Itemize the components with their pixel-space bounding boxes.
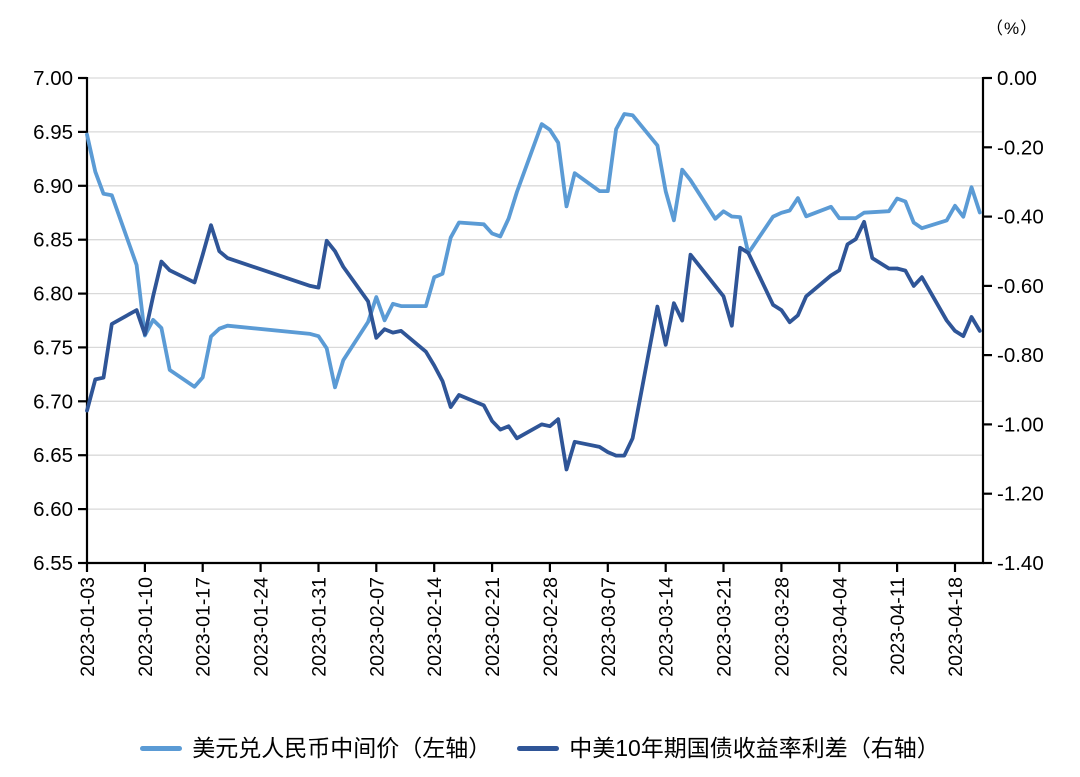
right-axis-tick-label: -1.00 (997, 413, 1044, 436)
series-line-1 (85, 219, 982, 472)
left-axis-tick-label: 6.90 (33, 175, 73, 198)
x-axis-tick-label: 2023-02-14 (424, 577, 446, 677)
right-axis-unit-label: （%） (986, 19, 1039, 38)
right-axis-tick-label: -1.20 (997, 483, 1044, 506)
left-axis-tick-label: 6.85 (33, 229, 73, 252)
x-axis-tick-label: 2023-03-28 (771, 577, 793, 677)
x-axis-tick-label: 2023-01-10 (135, 577, 157, 677)
x-axis-tick-label: 2023-01-17 (193, 577, 215, 677)
legend-label-1: 中美10年期国债收益率利差（右轴） (569, 734, 940, 761)
right-axis-tick-label: -0.40 (997, 206, 1044, 229)
left-axis-tick-label: 6.70 (33, 390, 73, 413)
right-axis-tick-label: -0.80 (997, 344, 1044, 367)
x-axis-tick-label: 2023-02-21 (482, 577, 504, 677)
x-axis-tick-label: 2023-04-04 (829, 577, 851, 677)
x-axis-tick-label: 2023-01-03 (77, 577, 99, 677)
left-axis-tick-label: 7.00 (33, 67, 73, 90)
right-axis-tick-label: -1.40 (997, 552, 1044, 575)
x-axis-tick-label: 2023-03-21 (714, 577, 736, 677)
legend-label-0: 美元兑人民币中间价（左轴） (192, 734, 492, 761)
x-axis-tick-label: 2023-01-24 (251, 577, 273, 677)
x-axis-tick-label: 2023-01-31 (309, 577, 331, 677)
x-axis-tick-label: 2023-02-07 (366, 577, 388, 677)
x-axis-tick-label: 2023-04-11 (887, 577, 909, 675)
left-axis-tick-label: 6.60 (33, 498, 73, 521)
x-axis-tick-label: 2023-03-14 (656, 577, 678, 677)
legend-item-0: 美元兑人民币中间价（左轴） (140, 734, 492, 761)
right-axis-tick-label: -0.60 (997, 275, 1044, 298)
left-axis-tick-label: 6.65 (33, 444, 73, 467)
x-axis-tick-label: 2023-04-18 (945, 577, 967, 677)
left-axis-tick-label: 6.80 (33, 283, 73, 306)
series-line-0 (85, 112, 982, 390)
legend-swatch-0 (140, 745, 183, 751)
right-axis-tick-label: -0.20 (997, 136, 1044, 159)
legend-swatch-1 (517, 745, 560, 751)
legend-item-1: 中美10年期国债收益率利差（右轴） (517, 734, 940, 761)
left-axis-tick-label: 6.75 (33, 336, 73, 359)
x-axis-tick-label: 2023-02-28 (540, 577, 562, 677)
right-axis-tick-label: 0.00 (997, 67, 1037, 90)
left-axis-tick-label: 6.55 (33, 552, 73, 575)
x-axis-tick-label: 2023-03-07 (598, 577, 620, 677)
left-axis-tick-label: 6.95 (33, 121, 73, 144)
chart-legend: 美元兑人民币中间价（左轴） 中美10年期国债收益率利差（右轴） (0, 727, 1080, 769)
